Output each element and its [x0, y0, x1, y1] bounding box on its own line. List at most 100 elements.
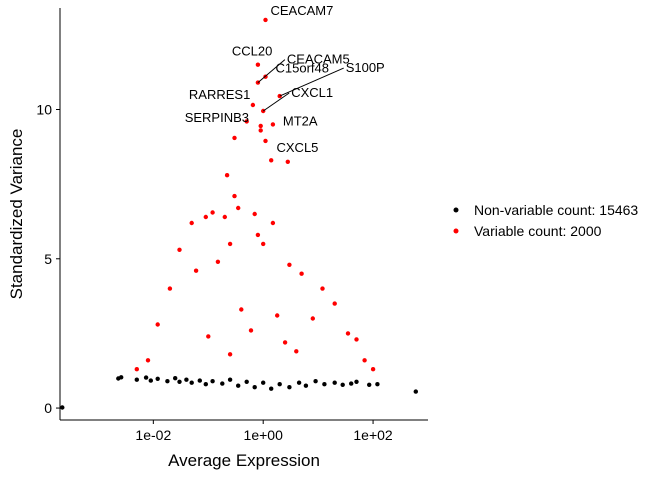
nonvariable-point-17: [236, 383, 241, 388]
legend-key-nonvariable: [453, 207, 459, 213]
gene-label-c15orf48: C15orf48: [276, 61, 329, 76]
nonvariable-point-25: [303, 383, 309, 388]
nonvariable-point-15: [220, 381, 225, 386]
variable-point-42: [134, 367, 139, 372]
variable-point-15: [224, 173, 230, 178]
variable-point-41: [145, 358, 151, 363]
variable-point-45: [248, 328, 254, 333]
variable-point-19: [203, 214, 208, 220]
variable-point-12: [269, 158, 274, 163]
variable-point-46: [282, 340, 288, 345]
nonvariable-point-7: [165, 379, 170, 384]
connector-s100p: [279, 67, 344, 97]
variable-point-43: [239, 307, 244, 312]
variable-point-13: [232, 135, 237, 141]
legend-label-nonvariable: Non-variable count: 15463: [474, 202, 638, 218]
nonvariable-point-29: [340, 382, 345, 387]
variable-point-4: [277, 93, 282, 99]
nonvariable-point-12: [197, 378, 202, 383]
nonvariable-point-9: [177, 379, 182, 384]
variable-point-38: [354, 337, 359, 342]
variable-point-36: [310, 316, 315, 321]
variable-point-39: [370, 367, 376, 372]
variable-point-37: [345, 331, 351, 336]
variable-point-23: [270, 220, 276, 226]
nonvariable-point-26: [313, 379, 318, 384]
nonvariable-point-11: [189, 380, 194, 385]
nonvariable-point-4: [143, 375, 149, 380]
gene-label-ceacam5: CEACAM5: [287, 52, 350, 67]
variable-point-34: [167, 286, 173, 291]
nonvariable-point-13: [203, 382, 208, 387]
variable-point-14: [285, 159, 290, 164]
gene-label-cxcl1: CXCL1: [291, 85, 333, 100]
nonvariable-point-20: [261, 380, 266, 385]
variable-point-47: [206, 334, 211, 339]
variable-point-30: [215, 259, 221, 264]
x-tick-label-2: 1e+02: [353, 427, 393, 443]
nonvariable-point-23: [287, 385, 292, 390]
nonvariable-point-32: [367, 382, 372, 387]
variable-point-1: [255, 62, 261, 67]
connector-cxcl1: [262, 92, 290, 112]
variable-point-20: [222, 214, 227, 220]
connector-ceacam5: [257, 59, 286, 83]
variable-point-17: [236, 205, 241, 211]
variable-point-6: [270, 122, 276, 127]
variable-point-28: [287, 262, 292, 267]
nonvariable-point-22: [277, 382, 282, 387]
variable-point-22: [252, 211, 257, 217]
y-tick-label-1: 5: [44, 251, 52, 267]
legend-label-variable: Variable count: 2000: [474, 223, 602, 239]
variable-point-16: [232, 193, 237, 199]
gene-label-serpinb3: SERPINB3: [185, 110, 249, 125]
variable-point-29: [299, 271, 304, 276]
label-connectors: [257, 59, 344, 112]
legend: Non-variable count: 15463 Variable count…: [453, 202, 638, 239]
x-tick-label-0: 1e-02: [135, 427, 171, 443]
variable-point-26: [227, 241, 233, 247]
nonvariable-point-19: [252, 385, 257, 390]
variable-point-40: [362, 358, 367, 363]
variable-point-0: [263, 17, 268, 23]
variable-point-8: [250, 102, 256, 108]
y-tick-label-2: 10: [36, 102, 52, 118]
nonvariable-point-21: [269, 386, 274, 391]
variable-point-32: [320, 286, 325, 291]
nonvariable-point-3: [134, 377, 139, 382]
variable-point-7: [258, 123, 263, 129]
nonvariable-point-34: [413, 389, 418, 394]
variable-point-11: [263, 138, 268, 144]
variable-point-24: [255, 232, 261, 238]
variable-point-10: [258, 128, 263, 133]
variable-point-25: [177, 247, 182, 252]
y-axis-title: Standardized Variance: [7, 129, 26, 300]
nonvariable-point-14: [210, 379, 215, 384]
nonvariable-point-5: [148, 378, 153, 383]
nonvariable-point-2: [119, 375, 124, 380]
y-tick-label-0: 0: [44, 400, 52, 416]
points-layer: [60, 17, 418, 410]
gene-label-ceacam7: CEACAM7: [271, 3, 334, 18]
variable-point-21: [189, 220, 194, 226]
variable-point-9: [244, 119, 249, 124]
variable-point-27: [261, 241, 266, 247]
gene-label-cxcl5: CXCL5: [277, 140, 319, 155]
nonvariable-point-0: [60, 405, 65, 410]
gene-label-s100p: S100P: [346, 60, 385, 75]
gene-label-mt2a: MT2A: [283, 113, 318, 128]
nonvariable-point-16: [227, 377, 233, 382]
y-axis-ticks: 0 5 10: [36, 102, 60, 416]
gene-label-ccl20: CCL20: [232, 44, 272, 59]
variable-point-35: [155, 322, 160, 327]
variable-point-48: [294, 349, 299, 354]
nonvariable-point-24: [296, 380, 302, 385]
variable-point-31: [193, 268, 199, 273]
legend-key-variable: [453, 228, 459, 234]
x-axis-title: Average Expression: [168, 451, 320, 470]
variable-point-33: [332, 301, 337, 306]
variable-point-18: [210, 210, 215, 215]
nonvariable-point-18: [244, 379, 249, 384]
